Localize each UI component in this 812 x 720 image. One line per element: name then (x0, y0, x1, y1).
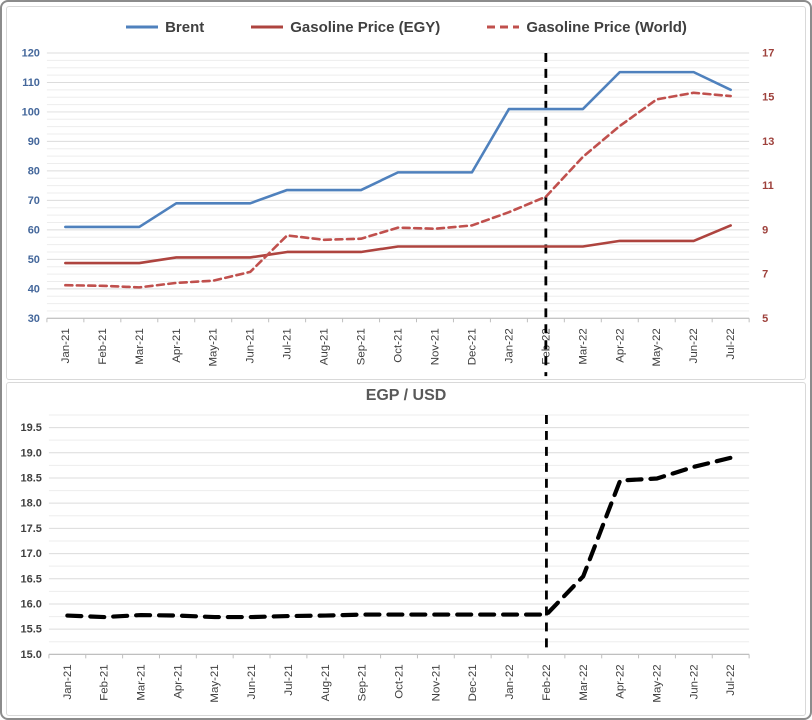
left-axis-tick-label: 40 (28, 283, 40, 295)
x-axis-label: Nov-21 (429, 328, 441, 365)
series-line-gasoline-price-world (64, 91, 732, 289)
x-axis-label: Jul-21 (283, 664, 295, 695)
x-axis-label: May-22 (651, 328, 663, 366)
left-axis-tick-label: 16.0 (21, 598, 42, 610)
x-axis-label: Apr-21 (171, 328, 183, 362)
x-axis-label: Mar-22 (577, 328, 589, 364)
x-axis-label: Jul-22 (725, 664, 737, 695)
left-axis-tick-label: 18.0 (21, 498, 42, 510)
series-line-gasoline-price-egy (64, 224, 732, 265)
x-axis-label: Sep-21 (356, 328, 368, 365)
brent-line-swatch-icon (126, 25, 159, 29)
x-axis-label: Aug-21 (319, 328, 331, 365)
left-axis-tick-label: 18.5 (21, 472, 42, 484)
x-axis-label: Jun-21 (246, 664, 258, 699)
right-axis-tick-label: 11 (762, 180, 774, 192)
x-axis-label: Jun-22 (688, 664, 700, 699)
x-axis-label: Jul-21 (282, 328, 294, 359)
left-axis-tick-label: 15.5 (21, 624, 42, 636)
legend-item-gasoline-world: Gasoline Price (World) (486, 19, 687, 36)
x-axis-label: Jan-22 (504, 664, 516, 699)
x-axis-label: Mar-22 (578, 664, 590, 700)
x-axis-label: Sep-21 (357, 664, 369, 701)
x-axis-label: Feb-21 (97, 328, 109, 364)
x-axis-label: Oct-21 (394, 664, 406, 698)
right-axis-tick-label: 5 (762, 313, 768, 325)
left-axis-tick-label: 30 (28, 313, 40, 325)
left-axis-tick-label: 90 (28, 136, 40, 148)
left-axis-tick-label: 19.0 (21, 447, 42, 459)
x-axis-label: Mar-21 (136, 664, 148, 700)
x-axis-label: Feb-22 (541, 664, 553, 700)
gasoline-world-dashed-swatch-icon (487, 25, 520, 29)
x-axis-label: May-22 (651, 664, 663, 702)
x-axis-label: Jan-21 (60, 328, 72, 363)
legend-item-brent: Brent (125, 19, 204, 36)
legend-label-brent: Brent (165, 18, 205, 36)
series-line-egp-usd (65, 455, 733, 620)
left-axis-tick-label: 100 (22, 106, 40, 118)
gasoline-egy-line-swatch-icon (251, 25, 284, 29)
chart-title: EGP / USD (365, 387, 447, 404)
series-line-brent (64, 70, 732, 229)
x-axis-label: Aug-21 (320, 664, 332, 701)
exchange-rate-chart-panel: EGP / USD 15.0 15.5 16.0 16.5 17.0 17.5 18.0 18… (6, 382, 806, 716)
left-axis-tick-label: 80 (28, 165, 40, 177)
legend-label-gasoline-egy: Gasoline Price (EGY) (290, 18, 441, 36)
x-axis-label: May-21 (209, 664, 221, 702)
x-axis-label: Mar-21 (134, 328, 146, 364)
right-axis-tick-label: 17 (762, 47, 774, 59)
x-axis-label: Dec-21 (467, 664, 479, 701)
x-axis-label: Oct-21 (393, 328, 405, 362)
x-axis-label: Jan-22 (503, 328, 515, 363)
x-axis-label: Jan-21 (62, 664, 74, 699)
x-axis-label: Jun-21 (245, 328, 257, 363)
x-axis-label: May-21 (208, 328, 220, 366)
left-axis-tick-label: 50 (28, 254, 40, 266)
left-axis-tick-label: 17.0 (21, 548, 42, 560)
x-axis-label: Jul-22 (725, 328, 737, 359)
fuel-prices-chart-panel: Brent Gasoline Price (EGY) Gasoline Pric… (6, 6, 806, 380)
right-axis-tick-label: 13 (762, 136, 774, 148)
x-axis-label: Apr-21 (172, 664, 184, 698)
x-axis-label: Apr-22 (614, 328, 626, 362)
fuel-prices-chart: 30 40 50 60 70 80 90 100 110 120 5 7 9 11 13 15 17 Jan-21… (22, 47, 774, 377)
right-axis-tick-label: 9 (762, 224, 768, 236)
left-axis-tick-label: 60 (28, 224, 40, 236)
x-axis-label: Apr-22 (615, 664, 627, 698)
left-axis-tick-label: 110 (22, 77, 40, 89)
x-axis-label: Dec-21 (466, 328, 478, 365)
x-axis-label: Jun-22 (688, 328, 700, 363)
left-axis-tick-label: 15.0 (21, 649, 42, 661)
left-axis-tick-label: 16.5 (21, 573, 42, 585)
legend-label-gasoline-world: Gasoline Price (World) (526, 18, 687, 36)
right-axis-tick-label: 7 (762, 269, 768, 281)
left-axis-tick-label: 70 (28, 195, 40, 207)
legend-item-gasoline-egy: Gasoline Price (EGY) (250, 19, 440, 36)
left-axis-tick-label: 120 (22, 47, 40, 59)
left-axis-tick-label: 19.5 (21, 422, 42, 434)
exchange-rate-chart: 15.0 15.5 16.0 16.5 17.0 17.5 18.0 18.5 19.0 19.5… (21, 414, 750, 703)
left-axis-tick-label: 17.5 (21, 523, 42, 535)
x-axis-label: Feb-21 (99, 664, 111, 700)
x-axis-label: Nov-21 (430, 664, 442, 701)
right-axis-tick-label: 15 (762, 92, 774, 104)
legend: Brent Gasoline Price (EGY) Gasoline Pric… (7, 7, 805, 43)
